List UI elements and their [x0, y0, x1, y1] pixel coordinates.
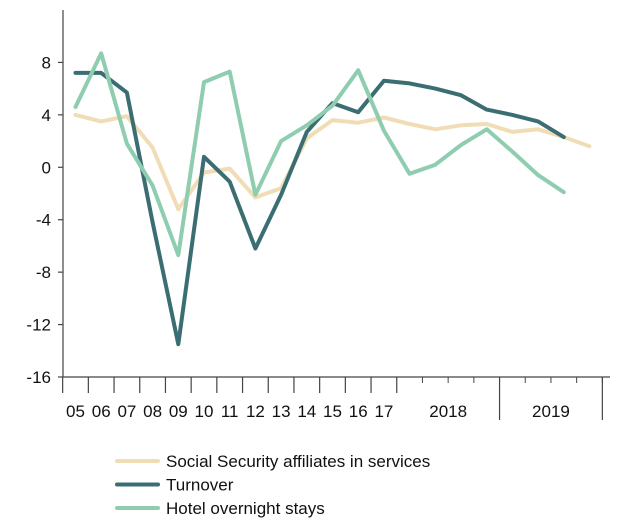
legend-label: Turnover — [166, 476, 234, 495]
x-tick-label: 16 — [349, 402, 368, 421]
y-tick-label: -8 — [36, 263, 51, 282]
x-tick-label: 07 — [117, 402, 136, 421]
axes — [58, 10, 610, 420]
x-tick-label: 11 — [221, 402, 239, 421]
y-tick-label: 4 — [42, 106, 51, 125]
x-tick-label: 08 — [143, 402, 162, 421]
x-tick-label: 13 — [272, 402, 291, 421]
y-tick-label: -12 — [26, 316, 51, 335]
y-tick-label: -16 — [26, 368, 51, 387]
x-group-label: 2019 — [532, 402, 570, 421]
x-tick-label: 17 — [374, 402, 393, 421]
y-tick-label: -4 — [36, 211, 51, 230]
x-tick-label: 10 — [195, 402, 214, 421]
y-tick-labels: -16 -12 -8 -4 0 4 8 — [26, 53, 51, 387]
x-tick-label: 15 — [323, 402, 342, 421]
legend-label: Hotel overnight stays — [166, 499, 325, 518]
legend: Social Security affiliates in services Tu… — [115, 452, 430, 518]
y-tick-label: 8 — [42, 53, 51, 72]
x-tick-label: 12 — [246, 402, 265, 421]
y-tick-label: 0 — [42, 158, 51, 177]
x-tick-label: 06 — [92, 402, 111, 421]
series-line-hotel-overnight-stays — [73, 51, 566, 258]
legend-label: Social Security affiliates in services — [166, 452, 430, 471]
x-group-label: 2018 — [429, 402, 467, 421]
series-lines — [73, 51, 592, 347]
x-tick-label: 05 — [66, 402, 85, 421]
x-tick-labels: 05 06 07 08 09 10 11 12 13 14 15 16 17 2018 2019 — [66, 402, 570, 421]
x-tick-label: 09 — [169, 402, 188, 421]
x-tick-label: 14 — [297, 402, 316, 421]
series-line-social-security-affiliates-in-services — [73, 112, 592, 212]
